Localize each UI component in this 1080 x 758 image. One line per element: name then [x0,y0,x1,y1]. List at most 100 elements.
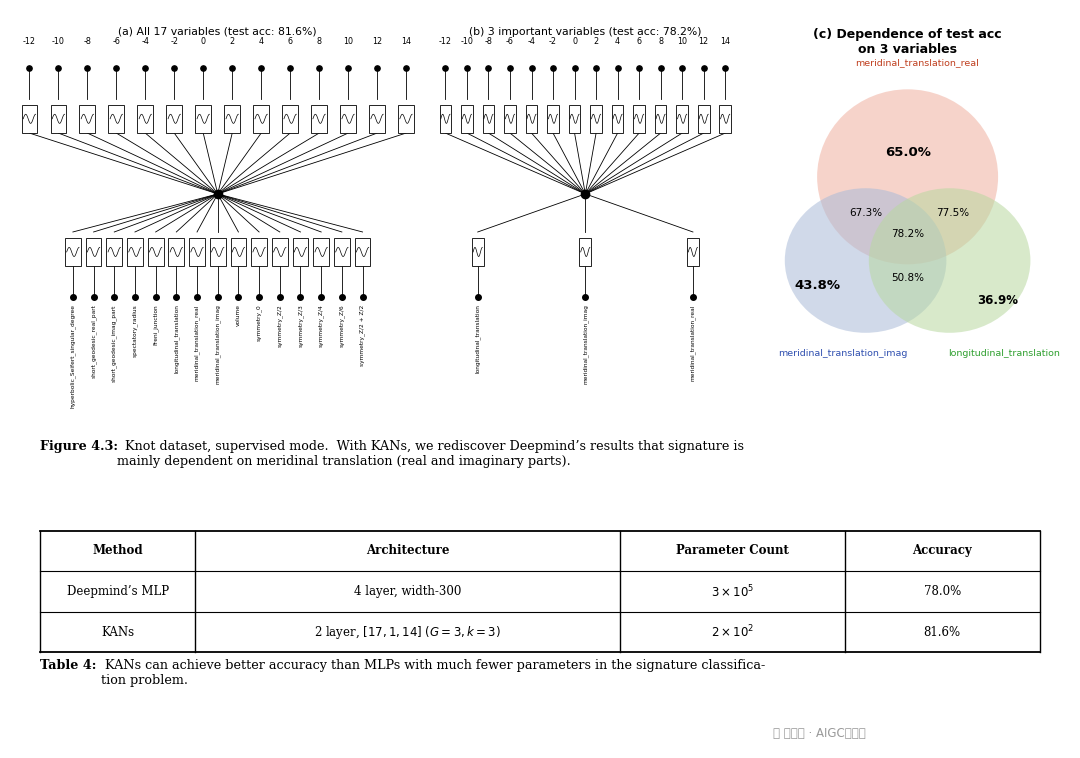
Text: meridinal_translation_real: meridinal_translation_real [855,58,978,67]
Bar [272,238,287,266]
Text: meridinal_translation_imag: meridinal_translation_imag [582,304,589,384]
Text: 0: 0 [572,36,577,45]
Bar [719,105,731,133]
Text: 4: 4 [616,36,620,45]
Text: 4 layer, width-300: 4 layer, width-300 [354,585,461,598]
Text: -10: -10 [460,36,473,45]
Text: 6: 6 [636,36,642,45]
Bar [252,238,267,266]
Text: volume: volume [235,304,241,326]
Text: 36.9%: 36.9% [977,294,1018,307]
Text: 8: 8 [316,36,322,45]
Text: -10: -10 [52,36,65,45]
Text: 81.6%: 81.6% [923,625,961,638]
Text: 77.5%: 77.5% [936,208,970,218]
Ellipse shape [818,89,998,265]
Bar [225,105,240,133]
Text: -6: -6 [507,36,514,45]
Text: 50.8%: 50.8% [891,273,924,283]
Text: meridinal_translation_real: meridinal_translation_real [194,304,200,381]
Bar [440,105,451,133]
Text: -8: -8 [485,36,492,45]
Bar [340,105,356,133]
Bar [254,105,269,133]
Text: hyperbolic_Seifert_singular_degree: hyperbolic_Seifert_singular_degree [70,304,76,409]
Bar [483,105,495,133]
Text: symmetry_Z/6: symmetry_Z/6 [339,304,345,347]
Bar [526,105,538,133]
Bar [51,105,66,133]
Text: KANs: KANs [102,625,134,638]
Text: short_geodesic_imag_part: short_geodesic_imag_part [111,304,117,381]
Text: meridinal_translation_imag: meridinal_translation_imag [779,349,907,359]
Bar [65,238,81,266]
Bar [293,238,309,266]
Text: 43.8%: 43.8% [794,279,840,292]
Text: 2 layer, $[17, 1, 14]$ $(G = 3, k = 3)$: 2 layer, $[17, 1, 14]$ $(G = 3, k = 3)$ [314,624,501,641]
Text: 12: 12 [372,36,382,45]
Bar [399,105,414,133]
Text: meridinal_translation_real: meridinal_translation_real [690,304,696,381]
Text: -6: -6 [112,36,120,45]
Text: 6: 6 [287,36,293,45]
Text: Table 4:: Table 4: [40,659,97,672]
Ellipse shape [868,188,1030,333]
Text: Knot dataset, supervised mode.  With KANs, we rediscover Deepmind’s results that: Knot dataset, supervised mode. With KANs… [117,440,744,468]
Bar [108,105,124,133]
Text: 0: 0 [201,36,205,45]
Text: 14: 14 [720,36,730,45]
Text: symmetry_Z/2 + Z/2: symmetry_Z/2 + Z/2 [360,304,365,365]
Bar [354,238,370,266]
Bar [611,105,623,133]
Bar [472,238,484,266]
Text: longitudinal_translation: longitudinal_translation [174,304,179,373]
Text: -12: -12 [438,36,451,45]
Text: Parameter Count: Parameter Count [676,544,788,557]
Text: short_geodesic_real_part: short_geodesic_real_part [91,304,96,378]
Text: symmetry_0: symmetry_0 [256,304,262,341]
Text: 2: 2 [230,36,234,45]
Bar [504,105,516,133]
Text: (a) All 17 variables (test acc: 81.6%): (a) All 17 variables (test acc: 81.6%) [119,27,318,36]
Text: $3 \times 10^5$: $3 \times 10^5$ [711,583,754,600]
Bar [461,105,473,133]
Bar [591,105,602,133]
Text: Method: Method [93,544,144,557]
Text: Accuracy: Accuracy [913,544,972,557]
Bar [137,105,153,133]
Text: Freni_junction: Freni_junction [152,304,159,345]
Text: symmetry_Z/3: symmetry_Z/3 [298,304,303,347]
Text: -2: -2 [549,36,557,45]
Bar [85,238,102,266]
Bar [210,238,226,266]
Bar [127,238,143,266]
Bar [107,238,122,266]
Bar [654,105,666,133]
Text: -4: -4 [141,36,149,45]
Bar [633,105,645,133]
Text: 10: 10 [677,36,687,45]
Bar [569,105,580,133]
Text: longitudinal_translation: longitudinal_translation [475,304,481,373]
Text: symmetry_Z/2: symmetry_Z/2 [276,304,283,347]
Text: 14: 14 [401,36,411,45]
Text: 65.0%: 65.0% [885,146,931,158]
Text: longitudinal_translation: longitudinal_translation [947,349,1059,359]
Text: 📱 公众号 · AIGC最前线: 📱 公众号 · AIGC最前线 [773,727,865,740]
Bar [230,238,246,266]
Text: 10: 10 [343,36,353,45]
Bar [168,238,185,266]
Bar [369,105,384,133]
Text: spectatory_radius: spectatory_radius [132,304,138,357]
Bar [166,105,183,133]
Text: Architecture: Architecture [366,544,449,557]
Text: -4: -4 [528,36,536,45]
Text: 67.3%: 67.3% [849,208,882,218]
Bar [189,238,205,266]
Bar [548,105,558,133]
Bar [687,238,699,266]
Bar [580,238,591,266]
Bar [313,238,329,266]
Ellipse shape [785,188,946,333]
Text: -2: -2 [171,36,178,45]
